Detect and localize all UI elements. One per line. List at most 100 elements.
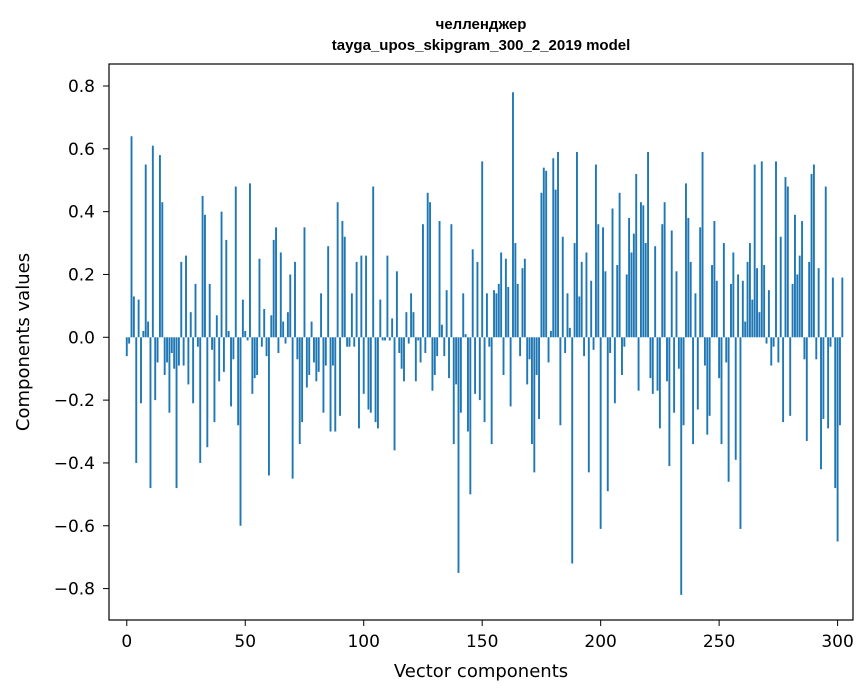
bar	[384, 337, 386, 341]
bar	[405, 312, 408, 338]
bar	[422, 224, 424, 338]
bar	[685, 183, 687, 338]
bar	[419, 337, 422, 363]
bar	[168, 337, 171, 413]
bar	[130, 136, 133, 338]
bar	[173, 337, 176, 369]
bar	[632, 233, 635, 338]
bar	[775, 161, 777, 338]
bar	[412, 312, 415, 338]
bar	[125, 337, 128, 357]
bar	[263, 309, 266, 338]
bar	[827, 337, 830, 429]
bar	[353, 337, 356, 347]
bar	[545, 170, 548, 338]
bar	[583, 337, 586, 357]
bar	[485, 293, 488, 338]
bar	[313, 337, 315, 363]
bar	[286, 312, 289, 338]
bar	[621, 337, 623, 375]
bar	[744, 321, 747, 338]
bar	[668, 337, 671, 467]
bar	[753, 164, 756, 338]
bar	[215, 315, 218, 338]
bar	[782, 337, 785, 423]
bar	[597, 224, 600, 338]
bar	[185, 255, 187, 338]
bar	[606, 337, 609, 492]
bar	[609, 337, 612, 353]
bar	[533, 337, 536, 473]
bar	[320, 293, 323, 338]
bar	[301, 337, 304, 423]
bar	[540, 192, 543, 338]
bar	[507, 287, 510, 338]
bar	[462, 293, 465, 338]
bar	[590, 280, 593, 338]
bar	[784, 177, 787, 338]
bar	[241, 299, 244, 338]
bar	[644, 243, 647, 338]
bar	[760, 161, 763, 338]
bar	[554, 189, 557, 338]
bar	[561, 236, 564, 338]
bar	[291, 337, 294, 479]
y-tick-label: 0.8	[68, 77, 95, 97]
x-tick-label: 100	[347, 632, 379, 652]
bar	[452, 337, 455, 445]
bar	[341, 221, 344, 338]
bar	[445, 290, 448, 338]
bar	[225, 239, 228, 338]
bar	[471, 249, 474, 338]
bar	[523, 258, 526, 338]
y-tick-label: −0.8	[54, 580, 95, 600]
bar	[336, 202, 339, 338]
bar	[391, 318, 394, 338]
bar	[258, 258, 261, 338]
x-tick-label: 50	[234, 632, 256, 652]
bar	[803, 337, 806, 360]
bar	[284, 337, 287, 344]
bar	[249, 183, 251, 338]
bar	[315, 337, 318, 382]
bar	[158, 155, 161, 338]
bar	[604, 271, 607, 338]
bar	[817, 268, 820, 338]
bar	[687, 217, 690, 338]
bar	[706, 337, 709, 435]
bar	[156, 337, 159, 363]
bar	[194, 283, 197, 338]
bar	[490, 337, 493, 445]
bar	[180, 261, 183, 338]
bar	[661, 224, 664, 338]
bar	[557, 151, 559, 338]
bar	[199, 337, 202, 463]
bar	[450, 224, 453, 338]
bar	[142, 331, 145, 338]
bar	[272, 239, 275, 338]
bar	[502, 337, 505, 375]
bar	[696, 337, 699, 410]
bar	[552, 158, 555, 338]
bar	[841, 277, 844, 338]
bar	[741, 280, 744, 338]
bar	[521, 268, 524, 338]
bar	[294, 261, 296, 338]
bar	[746, 261, 749, 338]
bar	[711, 265, 713, 338]
chart-subtitle: tayga_upos_skipgram_300_2_2019 model	[332, 37, 631, 54]
bar	[613, 337, 616, 404]
bar	[379, 299, 382, 338]
bar	[211, 337, 214, 350]
bar	[177, 337, 180, 366]
bar	[457, 337, 460, 573]
bar	[329, 337, 332, 432]
bar	[568, 327, 571, 338]
bar	[514, 243, 517, 338]
bar	[656, 337, 659, 391]
bar	[151, 145, 154, 338]
bar	[630, 252, 633, 338]
bar	[478, 337, 481, 401]
bar	[474, 337, 477, 394]
bar	[611, 208, 614, 338]
